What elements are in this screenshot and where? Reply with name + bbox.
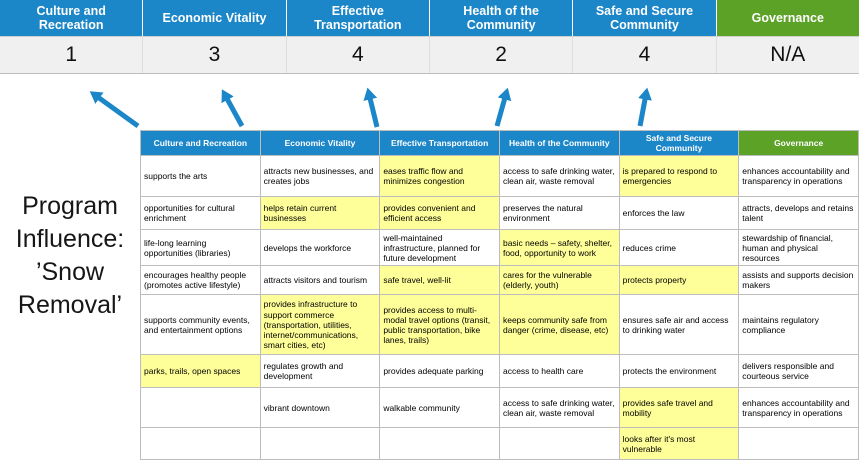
- matrix-cell: access to health care: [498, 354, 620, 389]
- matrix-cell: enhances accountability and transparency…: [738, 155, 859, 198]
- matrix-cell: provides infrastructure to support comme…: [259, 294, 381, 356]
- matrix-cell: [498, 427, 620, 461]
- matrix-cell: cares for the vulnerable (elderly, youth…: [498, 265, 620, 296]
- score-row: 1 3 4 2 4 N/A: [0, 36, 859, 74]
- matrix-cell: develops the workforce: [259, 229, 381, 267]
- matrix-row: life-long learning opportunities (librar…: [140, 229, 859, 267]
- matrix-cell: [140, 427, 261, 461]
- matrix-cell: encourages healthy people (promotes acti…: [140, 265, 261, 296]
- score-effective-transportation: 4: [287, 37, 430, 73]
- matrix-cell: parks, trails, open spaces: [140, 354, 261, 389]
- matrix-cell: preserves the natural environment: [498, 196, 620, 231]
- matrix-cell: delivers responsible and courteous servi…: [738, 354, 859, 389]
- up-arrow-icon: [363, 87, 380, 128]
- matrix-header-economic-vitality: Economic Vitality: [259, 129, 381, 157]
- up-arrow-icon: [221, 89, 245, 128]
- matrix-cell: attracts visitors and tourism: [259, 265, 381, 296]
- matrix-cell: access to safe drinking water, clean air…: [498, 155, 620, 198]
- pillar-header-safe-and-secure-community: Safe and Secure Community: [573, 0, 717, 36]
- matrix-row: vibrant downtown walkable community access…: [140, 387, 859, 429]
- matrix-cell: regulates growth and development: [259, 354, 381, 389]
- matrix-cell: walkable community: [379, 387, 500, 429]
- matrix-cell: [738, 427, 859, 461]
- matrix-row: looks after it's most vulnerable: [140, 427, 859, 461]
- matrix-cell: supports the arts: [140, 155, 261, 198]
- score-safe-and-secure-community: 4: [573, 37, 717, 73]
- matrix-cell: reduces crime: [618, 229, 740, 267]
- matrix-cell: enhances accountability and transparency…: [738, 387, 859, 429]
- matrix-cell: keeps community safe from danger (crime,…: [498, 294, 620, 356]
- score-health-of-the-community: 2: [430, 37, 574, 73]
- matrix-cell: provides safe travel and mobility: [618, 387, 740, 429]
- matrix-header-safe-and-secure-community: Safe and Secure Community: [618, 129, 740, 157]
- matrix-cell: well-maintained infrastructure, planned …: [379, 229, 500, 267]
- influence-matrix: Culture and Recreation Economic Vitality…: [140, 129, 859, 461]
- matrix-cell: basic needs – safety, shelter, food, opp…: [498, 229, 620, 267]
- score-economic-vitality: 3: [143, 37, 287, 73]
- matrix-header-effective-transportation: Effective Transportation: [379, 129, 500, 157]
- up-arrow-icon: [89, 91, 140, 129]
- matrix-cell: looks after it's most vulnerable: [618, 427, 740, 461]
- matrix-row: supports community events, and entertain…: [140, 294, 859, 356]
- matrix-cell: maintains regulatory compliance: [738, 294, 859, 356]
- matrix-cell: provides access to multi-modal travel op…: [379, 294, 500, 356]
- matrix-row: encourages healthy people (promotes acti…: [140, 265, 859, 296]
- matrix-header-health-of-the-community: Health of the Community: [498, 129, 620, 157]
- matrix-cell: protects property: [618, 265, 740, 296]
- pillar-header-effective-transportation: Effective Transportation: [286, 0, 430, 36]
- matrix-cell: access to safe drinking water, clean air…: [498, 387, 620, 429]
- up-arrow-icon: [637, 87, 652, 127]
- pillar-header-row: Culture and Recreation Economic Vitality…: [0, 0, 859, 36]
- matrix-cell: attracts new businesses, and creates job…: [259, 155, 381, 198]
- matrix-cell: [140, 387, 261, 429]
- matrix-cell: assists and supports decision makers: [738, 265, 859, 296]
- matrix-cell: helps retain current businesses: [259, 196, 381, 231]
- matrix-body: supports the arts attracts new businesses…: [140, 155, 859, 461]
- pillar-header-health-of-the-community: Health of the Community: [429, 0, 574, 36]
- matrix-cell: [259, 427, 381, 461]
- matrix-cell: provides adequate parking: [379, 354, 500, 389]
- matrix-row: supports the arts attracts new businesses…: [140, 155, 859, 198]
- matrix-header-row: Culture and Recreation Economic Vitality…: [140, 129, 859, 157]
- pillar-header-governance: Governance: [716, 0, 859, 36]
- matrix-cell: protects the environment: [618, 354, 740, 389]
- matrix-cell: supports community events, and entertain…: [140, 294, 261, 356]
- matrix-row: parks, trails, open spaces regulates grow…: [140, 354, 859, 389]
- pillar-header-culture-and-recreation: Culture and Recreation: [0, 0, 144, 36]
- matrix-cell: [379, 427, 500, 461]
- pillar-header-economic-vitality: Economic Vitality: [143, 0, 287, 36]
- matrix-cell: opportunities for cultural enrichment: [140, 196, 261, 231]
- score-culture-and-recreation: 1: [0, 37, 144, 73]
- matrix-cell: eases traffic flow and minimizes congest…: [379, 155, 500, 198]
- matrix-header-governance: Governance: [738, 129, 859, 157]
- matrix-cell: vibrant downtown: [259, 387, 381, 429]
- up-arrow-icon: [494, 87, 512, 127]
- matrix-header-culture-and-recreation: Culture and Recreation: [140, 129, 261, 157]
- matrix-cell: provides convenient and efficient access: [379, 196, 500, 231]
- matrix-row: opportunities for cultural enrichment hel…: [140, 196, 859, 231]
- arrows-layer: [89, 87, 652, 129]
- score-governance: N/A: [770, 43, 806, 66]
- matrix-cell: ensures safe air and access to drinking …: [618, 294, 740, 356]
- matrix-cell: stewardship of financial, human and phys…: [738, 229, 859, 267]
- matrix-cell: life-long learning opportunities (librar…: [140, 229, 261, 267]
- matrix-cell: safe travel, well-lit: [379, 265, 500, 296]
- matrix-cell: is prepared to respond to emergencies: [618, 155, 740, 198]
- matrix-cell: enforces the law: [618, 196, 740, 231]
- matrix-cell: attracts, develops and retains talent: [738, 196, 859, 231]
- program-title: Program Influence: ’Snow Removal’: [15, 192, 125, 319]
